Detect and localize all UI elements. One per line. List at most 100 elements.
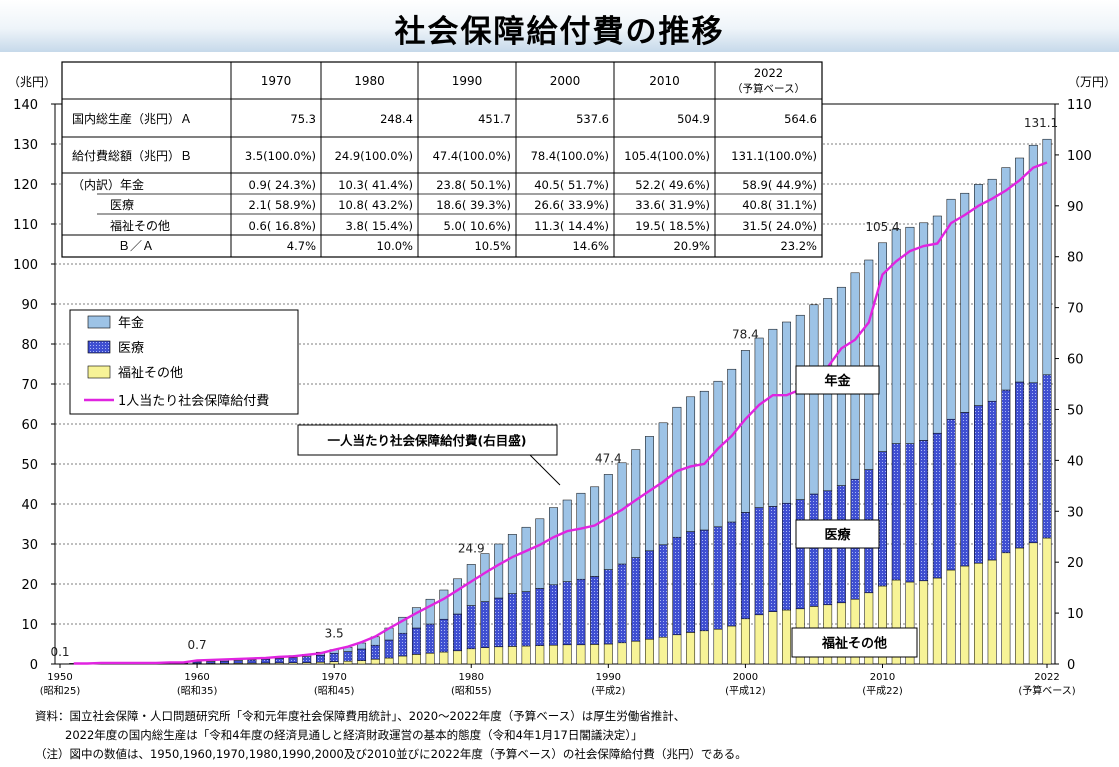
x-tick-label: 2010	[870, 672, 895, 683]
y-tick-label: 120	[13, 178, 38, 193]
bar-welfare-1978	[439, 651, 449, 665]
footnote-note: （注）図中の数値は、1950,1960,1970,1980,1990,2000及…	[35, 747, 747, 761]
y2-tick-label: 80	[1067, 251, 1084, 266]
bar-welfare-1994	[658, 636, 668, 665]
bar-welfare-1991	[617, 642, 627, 665]
bar-medical-1977	[425, 623, 435, 654]
bar-medical-1991	[617, 563, 627, 644]
y-tick-label: 0	[30, 658, 38, 673]
y-tick-label: 140	[13, 98, 38, 113]
table-header-0: 1970	[261, 74, 292, 88]
bar-welfare-1993	[645, 638, 654, 665]
x-tick-label: 2000	[733, 672, 758, 683]
bar-welfare-1977	[425, 652, 435, 665]
y2-tick-label: 90	[1067, 200, 1084, 215]
bar-medical-2011	[891, 443, 901, 581]
bar-medical-2013	[919, 440, 929, 582]
bar-medical-1969	[316, 654, 325, 663]
y-tick-label: 20	[21, 578, 38, 593]
y2-tick-label: 10	[1067, 607, 1084, 622]
bar-medical-1962	[220, 660, 229, 664]
bar-pension-2003	[782, 321, 791, 504]
bar-welfare-1982	[494, 646, 504, 665]
bar-welfare-1984	[521, 645, 531, 665]
bar-welfare-1987	[562, 644, 572, 665]
bar-medical-1961	[206, 661, 216, 664]
bar-welfare-2022	[1042, 537, 1052, 665]
bar-medical-2003	[782, 502, 791, 611]
y2-tick-label: 70	[1067, 302, 1084, 317]
data-label-2010: 105.4	[865, 220, 899, 234]
bar-medical-1965	[261, 658, 271, 664]
table-header-1: 1980	[354, 74, 385, 88]
y-axis-unit: （兆円）	[8, 75, 56, 89]
label-medical: 医療	[824, 527, 851, 543]
y-tick-label: 100	[13, 258, 38, 273]
bar-welfare-1992	[631, 640, 641, 665]
line-callout-box	[297, 424, 558, 456]
bar-welfare-1975	[398, 655, 408, 665]
bar-welfare-2016	[960, 565, 970, 665]
data-table	[61, 61, 823, 258]
line-callout-pointer	[529, 454, 561, 486]
y-tick-label: 110	[13, 218, 38, 233]
bar-welfare-1973	[370, 658, 380, 665]
bar-medical-1971	[343, 651, 353, 662]
table-header-3: 2000	[550, 74, 581, 88]
y2-tick-label: 60	[1067, 353, 1084, 368]
bar-pension-2013	[919, 222, 929, 441]
bar-welfare-1971	[343, 660, 353, 665]
bar-medical-1989	[590, 576, 600, 645]
bar-welfare-1995	[672, 634, 682, 665]
bar-pension-2005	[809, 304, 819, 495]
bar-medical-1974	[384, 639, 394, 659]
table-cell: 52.2( 49.6%)	[635, 178, 710, 192]
table-header-5: 2022 （予算ベース）	[732, 66, 805, 95]
bar-welfare-2020	[1015, 547, 1025, 665]
bar-welfare-1998	[713, 628, 723, 665]
bar-medical-1970	[329, 652, 339, 662]
bar-medical-1983	[507, 593, 517, 647]
table-row-label-2: （内訳）年金	[72, 177, 144, 192]
y2-axis-unit: （万円）	[1068, 75, 1116, 89]
bar-medical-1996	[686, 531, 696, 633]
bar-medical-2001	[754, 507, 764, 616]
label-medical-box	[795, 519, 880, 549]
bar-pension-1988	[576, 492, 586, 580]
bar-medical-1964	[247, 659, 257, 664]
table-row-label-4: 福祉その他	[110, 218, 170, 233]
bar-welfare-2014	[932, 577, 942, 665]
bar-welfare-2018	[987, 559, 997, 665]
footnote-source: 資料：国立社会保障・人口問題研究所「令和元年度社会保障費用統計」、2020～20…	[35, 709, 686, 723]
bar-medical-1978	[439, 618, 449, 653]
data-label-1980: 24.9	[458, 541, 485, 555]
table-cell: 23.2%	[780, 239, 817, 253]
table-cell: 4.7%	[287, 239, 316, 253]
bar-pension-2001	[754, 337, 764, 508]
legend-swatch-welfare	[87, 365, 111, 379]
bar-medical-1995	[672, 536, 682, 636]
table-cell: 504.9	[677, 112, 710, 126]
bar-welfare-1980	[466, 648, 476, 665]
x-tick-sublabel: (昭和25)	[40, 685, 81, 697]
bar-pension-1981	[480, 553, 490, 602]
y2-tick-label: 100	[1067, 149, 1092, 164]
legend-label-per_capita: 1人当たり社会保障給付費	[118, 393, 269, 409]
bar-medical-1982	[494, 597, 504, 648]
table-row-label-0: 国内総生産（兆円）Ａ	[72, 111, 192, 126]
bar-welfare-1976	[411, 654, 421, 665]
table-cell: 19.5( 18.5%)	[635, 219, 710, 233]
bar-medical-2017	[974, 405, 983, 564]
bar-welfare-2017	[974, 562, 983, 665]
table-cell: 31.5( 24.0%)	[742, 219, 817, 233]
table-cell: 20.9%	[673, 239, 710, 253]
bar-pension-1990	[603, 474, 613, 570]
table-cell: 564.6	[784, 112, 817, 126]
bar-welfare-1997	[699, 630, 709, 665]
bar-pension-1978	[439, 589, 449, 620]
bar-welfare-1985	[535, 645, 545, 665]
table-cell: 131.1(100.0%)	[731, 149, 817, 163]
bar-welfare-1979	[453, 650, 462, 665]
bar-welfare-1981	[480, 647, 490, 665]
x-tick-label: 2022	[1034, 672, 1059, 683]
